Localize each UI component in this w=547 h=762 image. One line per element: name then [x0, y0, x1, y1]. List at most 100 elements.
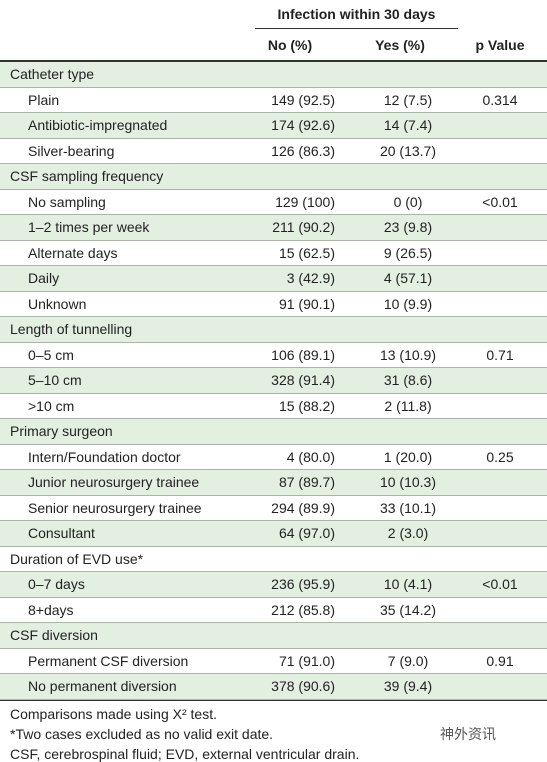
row-band — [0, 547, 547, 572]
cell-no: 294 (89.9) — [271, 499, 335, 516]
cell-no: 129 (100) — [275, 193, 335, 210]
row-band — [0, 394, 547, 419]
column-header: p Value — [475, 37, 525, 53]
rule — [0, 60, 547, 62]
cell-no: 126 (86.3) — [271, 142, 335, 159]
row-band — [0, 190, 547, 215]
cell-p: 0.71 — [486, 346, 514, 363]
cell-yes: 31 (8.6) — [383, 372, 433, 388]
row-band — [0, 215, 547, 241]
row-label: Intern/Foundation doctor — [28, 448, 181, 465]
row-band — [0, 521, 547, 547]
row-band — [0, 292, 547, 317]
cell-no: 71 (91.0) — [278, 652, 335, 669]
cell-yes: 33 (10.1) — [379, 499, 437, 516]
cell-no: 4 (80.0) — [286, 448, 335, 465]
cell-no: 15 (62.5) — [278, 244, 335, 261]
row-band — [0, 623, 547, 649]
rule — [0, 700, 547, 701]
cell-p: 0.91 — [486, 652, 514, 669]
cell-no: 378 (90.6) — [271, 678, 335, 694]
cell-yes: 1 (20.0) — [383, 448, 433, 465]
row-label: 1–2 times per week — [28, 219, 150, 235]
row-band — [0, 62, 547, 88]
cell-p: 0.314 — [482, 91, 518, 108]
row-label: 8+days — [28, 601, 74, 618]
footnote: CSF, cerebrospinal fluid; EVD, external … — [10, 746, 360, 762]
row-band — [0, 164, 547, 190]
cell-no: 212 (85.8) — [271, 601, 335, 618]
row-band — [0, 496, 547, 521]
cell-no: 106 (89.1) — [271, 346, 335, 363]
cell-no: 328 (91.4) — [271, 372, 335, 388]
row-band — [0, 598, 547, 623]
rule — [255, 28, 458, 29]
row-label: Consultant — [28, 525, 95, 541]
section-label: CSF diversion — [10, 627, 98, 643]
row-label: Daily — [28, 270, 60, 286]
cell-yes: 4 (57.1) — [383, 270, 433, 286]
cell-no: 236 (95.9) — [271, 576, 335, 592]
group-header: Infection within 30 days — [277, 6, 436, 22]
row-band — [0, 419, 547, 445]
cell-p: <0.01 — [482, 193, 518, 210]
column-header: Yes (%) — [375, 37, 425, 53]
row-label: >10 cm — [28, 397, 75, 414]
column-header: No (%) — [267, 37, 313, 53]
cell-yes: 10 (9.9) — [383, 295, 433, 312]
row-label: No permanent diversion — [28, 678, 177, 694]
cell-yes: 0 (0) — [393, 193, 423, 210]
row-band — [0, 317, 547, 343]
cell-yes: 13 (10.9) — [379, 346, 437, 363]
footnote: *Two cases excluded as no valid exit dat… — [10, 726, 274, 742]
cell-yes: 23 (9.8) — [383, 219, 433, 235]
section-label: Duration of EVD use* — [10, 550, 144, 567]
footnote: Comparisons made using X² test. — [10, 706, 217, 722]
row-label: 5–10 cm — [28, 372, 82, 388]
row-band — [0, 572, 547, 598]
row-label: 0–5 cm — [28, 346, 74, 363]
section-label: Length of tunnelling — [10, 321, 133, 337]
row-label: Plain — [28, 91, 60, 108]
row-label: 0–7 days — [28, 576, 85, 592]
row-band — [0, 470, 547, 496]
row-label: Senior neurosurgery trainee — [28, 499, 202, 516]
cell-no: 174 (92.6) — [271, 117, 335, 133]
cell-no: 149 (92.5) — [271, 91, 335, 108]
cell-p: <0.01 — [482, 576, 518, 592]
row-band — [0, 139, 547, 164]
section-label: Primary surgeon — [10, 423, 113, 439]
cell-yes: 2 (11.8) — [384, 397, 432, 414]
row-band — [0, 88, 547, 113]
row-label: No sampling — [28, 193, 106, 210]
cell-yes: 14 (7.4) — [383, 117, 433, 133]
row-band — [0, 445, 547, 470]
row-band — [0, 343, 547, 368]
row-label: Unknown — [28, 295, 87, 312]
row-band — [0, 241, 547, 266]
row-band — [0, 266, 547, 292]
cell-yes: 39 (9.4) — [383, 678, 433, 694]
cell-yes: 9 (26.5) — [383, 244, 433, 261]
row-label: Antibiotic-impregnated — [28, 117, 168, 133]
cell-no: 3 (42.9) — [286, 270, 335, 286]
cell-yes: 12 (7.5) — [383, 91, 433, 108]
cell-no: 87 (89.7) — [278, 474, 335, 490]
row-band — [0, 649, 547, 674]
cell-yes: 10 (10.3) — [379, 474, 437, 490]
section-label: CSF sampling frequency — [10, 168, 164, 184]
cell-yes: 20 (13.7) — [379, 142, 437, 159]
cell-p: 0.25 — [486, 448, 514, 465]
watermark: 神外资讯 — [440, 726, 496, 742]
cell-yes: 7 (9.0) — [387, 652, 429, 669]
section-label: Catheter type — [10, 66, 95, 82]
row-band — [0, 113, 547, 139]
row-label: Junior neurosurgery trainee — [28, 474, 200, 490]
cell-yes: 10 (4.1) — [383, 576, 433, 592]
cell-no: 15 (88.2) — [278, 397, 335, 414]
cell-yes: 35 (14.2) — [379, 601, 437, 618]
cell-no: 211 (90.2) — [272, 219, 335, 235]
cell-no: 64 (97.0) — [278, 525, 335, 541]
row-band — [0, 368, 547, 394]
